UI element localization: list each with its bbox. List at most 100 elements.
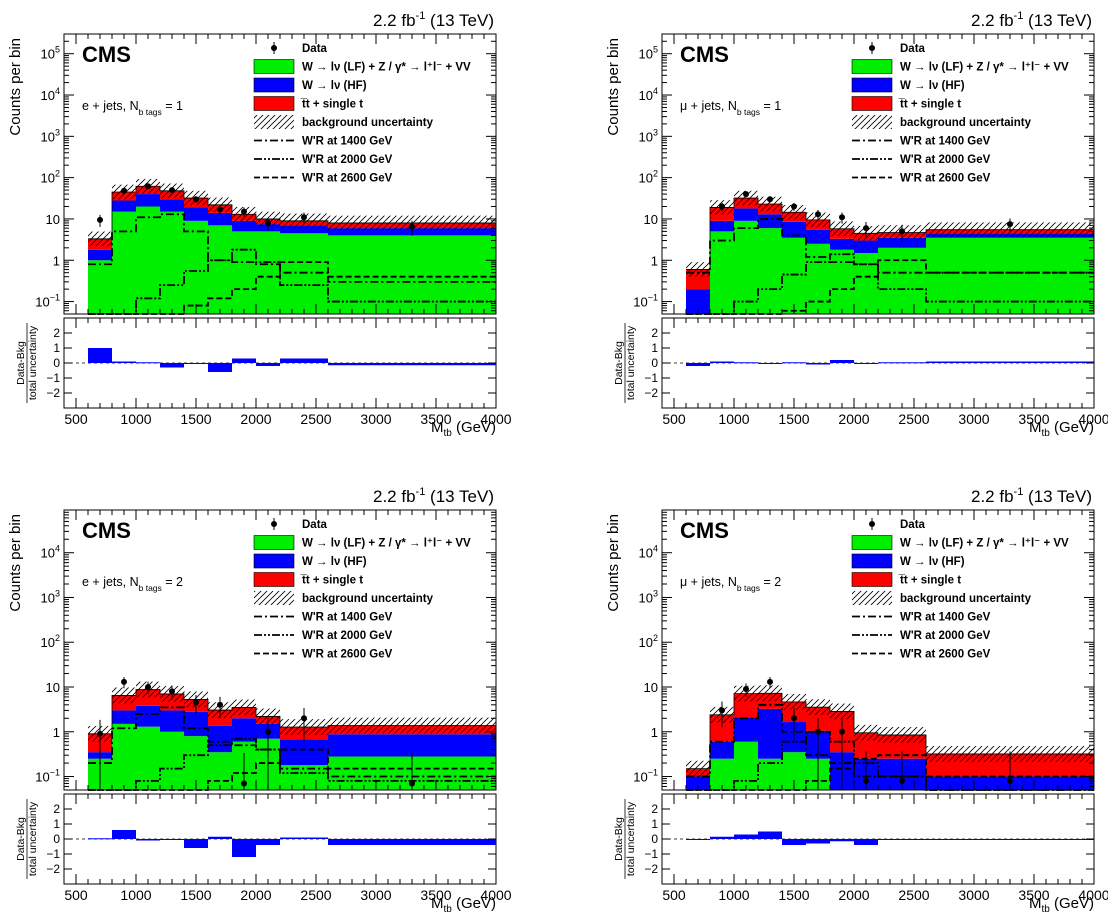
- y-tick-label: 105: [41, 45, 60, 62]
- signal-w1400: [686, 218, 1094, 274]
- energy-label: (13 TeV): [1023, 487, 1092, 506]
- data-point: [241, 780, 247, 787]
- ratio-label-num: Data-Bkg: [613, 341, 625, 385]
- uncertainty-band: [782, 205, 806, 220]
- ratio-label-num: Data-Bkg: [613, 817, 625, 861]
- hf-bar: [734, 208, 758, 221]
- lf-bar: [830, 249, 854, 314]
- data-point: [767, 196, 773, 203]
- y-axis-label: Counts per bin: [605, 514, 622, 612]
- hf-bar: [232, 718, 256, 742]
- lumi-title: 2.2 fb-1 (13 TeV): [971, 10, 1092, 30]
- y-tick-exp: 4: [55, 86, 60, 96]
- data-point: [839, 728, 845, 735]
- hf-bar: [758, 214, 782, 229]
- y-tick-base: 10: [639, 590, 653, 605]
- category-label: e + jets, Nb tags = 1: [82, 99, 183, 117]
- xlabel-sub: tb: [1041, 428, 1050, 439]
- legend-marker: [271, 45, 277, 51]
- y-axis-label: Counts per bin: [7, 38, 24, 136]
- ratio-bar: [854, 839, 878, 845]
- ratio-label-num: Data-Bkg: [15, 817, 27, 861]
- signal-w1400: [686, 703, 1094, 791]
- hf-bar: [208, 212, 232, 226]
- ratio-bar: [328, 839, 496, 845]
- ratio-bar: [926, 361, 1094, 363]
- lf-bar: [136, 726, 160, 790]
- x-tick-label: 3000: [360, 411, 391, 427]
- xlabel-unit: (GeV): [1050, 419, 1094, 436]
- lf-bar: [208, 752, 232, 790]
- y-tick-base: 10: [41, 635, 55, 650]
- y-tick-label: 103: [639, 127, 658, 144]
- y-tick-label: 104: [41, 86, 60, 103]
- data-point: [241, 208, 247, 215]
- data-points: [719, 191, 1013, 243]
- ratio-bar: [232, 839, 256, 857]
- lf-bar: [136, 206, 160, 314]
- ratio-y-axis: [662, 332, 1094, 394]
- ratio-tick-label: 2: [651, 326, 658, 340]
- ratio-bar: [136, 362, 160, 364]
- uncertainty-band: [328, 717, 496, 734]
- x-tick-label: 3500: [420, 411, 451, 427]
- category-text: e + jets, N: [82, 575, 139, 589]
- data-point: [719, 707, 725, 714]
- uncertainty-band: [782, 694, 806, 710]
- legend-lf: W → lν (LF) + Z / γ* → l⁺l⁻ + VV: [900, 62, 1069, 74]
- x-tick-label: 1500: [180, 411, 211, 427]
- lumi-title: 2.2 fb-1 (13 TeV): [373, 10, 494, 30]
- data-point: [791, 715, 797, 722]
- legend-swatch: [851, 572, 893, 587]
- legend-w2600: W'R at 2600 GeV: [302, 649, 393, 661]
- ratio-bar: [878, 362, 926, 364]
- y-tick-exp: 2: [55, 633, 60, 643]
- data-points: [97, 183, 415, 236]
- ratio-bar: [184, 363, 208, 364]
- y-tick-base: 10: [46, 212, 60, 227]
- lf-bar: [160, 211, 184, 314]
- y-tick-exp: −1: [50, 293, 60, 303]
- hf-bar: [184, 711, 208, 737]
- legend-w2000: W'R at 2000 GeV: [900, 630, 991, 642]
- x-tick-label: 2000: [240, 411, 271, 427]
- legend-swatch: [254, 115, 294, 129]
- ratio-bar: [256, 839, 280, 845]
- ratio-tick-label: 0: [651, 356, 658, 370]
- x-tick-label: 500: [662, 887, 686, 903]
- legend-data: Data: [900, 43, 926, 55]
- x-tick-label: 1000: [718, 411, 749, 427]
- y-tick-label: 102: [41, 633, 60, 650]
- ratio-tick-label: 0: [53, 356, 60, 370]
- uncertainty-band: [734, 190, 758, 206]
- hf-bar: [878, 237, 926, 248]
- y-tick-base: 1: [53, 725, 60, 740]
- y-tick-base: 10: [41, 546, 55, 561]
- stack: [686, 685, 1094, 790]
- hf-bar: [830, 238, 854, 250]
- legend-w1400: W'R at 1400 GeV: [900, 136, 991, 148]
- uncertainty-band: [854, 724, 878, 741]
- data-point: [767, 678, 773, 685]
- hf-bar: [734, 717, 758, 742]
- category-label: μ + jets, Nb tags = 1: [680, 99, 781, 117]
- ratio-bar: [686, 839, 710, 840]
- hf-bar: [758, 708, 782, 759]
- xlabel-unit: (GeV): [452, 895, 496, 912]
- ratio-bar: [782, 362, 806, 364]
- lf-bar: [232, 231, 256, 314]
- data-point: [409, 223, 415, 230]
- x-tick-label: 2500: [898, 411, 929, 427]
- lf-bar: [160, 731, 184, 790]
- ratio-bar: [782, 839, 806, 845]
- data-point: [193, 196, 199, 203]
- legend: Data W → lν (LF) + Z / γ* → l⁺l⁻ + VV W → …: [851, 518, 1069, 661]
- data-point: [169, 187, 175, 194]
- x-tick-label: 4000: [1078, 887, 1108, 903]
- y-axis: [662, 509, 1094, 791]
- legend-swatch: [253, 96, 295, 111]
- ratio-label-den: total uncertainty: [625, 801, 637, 876]
- ratio-bar: [280, 358, 328, 363]
- y-axis: [662, 33, 1094, 315]
